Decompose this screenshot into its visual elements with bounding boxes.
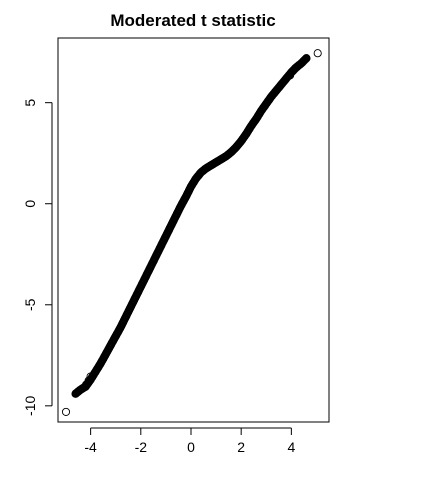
data-point xyxy=(61,407,71,416)
x-tick-label: -2 xyxy=(135,439,148,455)
x-axis: -4 -2 0 2 4 xyxy=(84,427,295,455)
data-point xyxy=(293,62,302,71)
x-tick-label: 2 xyxy=(237,439,245,455)
data-point xyxy=(84,376,93,385)
data-point xyxy=(313,49,322,58)
data-point xyxy=(302,54,311,63)
x-tick-label: 4 xyxy=(287,439,295,455)
data-point xyxy=(86,372,95,381)
y-tick-label: 5 xyxy=(22,99,38,107)
y-tick-label: 0 xyxy=(22,200,38,208)
data-point xyxy=(288,67,297,76)
x-tick-label: 0 xyxy=(187,439,195,455)
data-point xyxy=(71,389,80,398)
data-point xyxy=(286,71,295,80)
y-tick-label: -5 xyxy=(22,298,38,311)
data-point xyxy=(79,383,88,392)
data-point xyxy=(82,380,91,389)
y-tick-label: -10 xyxy=(22,396,38,416)
data-point xyxy=(291,64,300,73)
x-tick-label: -4 xyxy=(84,439,97,455)
y-axis: -10 -5 0 5 xyxy=(22,99,53,416)
chart-title: Moderated t statistic xyxy=(110,11,275,30)
data-points xyxy=(61,49,322,416)
plot-area xyxy=(57,37,330,423)
